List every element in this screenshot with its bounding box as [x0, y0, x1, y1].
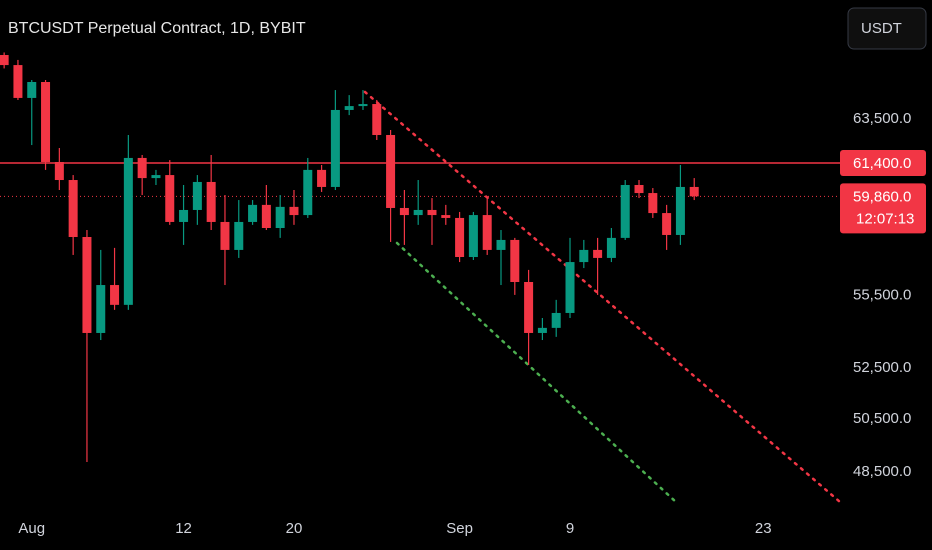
y-tick-label: 50,500.0 [853, 410, 911, 427]
candle-body [689, 186, 699, 197]
candle-body [662, 213, 672, 235]
y-tick-label: 55,500.0 [853, 286, 911, 303]
candle-body [386, 134, 396, 208]
candle-body [82, 236, 92, 333]
price-line-badge [840, 150, 926, 177]
candle-body [0, 55, 9, 66]
currency-button[interactable]: USDT [847, 7, 927, 50]
x-tick-label: 20 [286, 520, 303, 537]
candle-body [372, 104, 382, 135]
candle-body [510, 239, 520, 282]
candle-body [606, 237, 616, 258]
chart-title: BTCUSDT Perpetual Contract, 1D, BYBIT [8, 20, 306, 37]
candle-body [537, 327, 547, 333]
candle-body [96, 285, 106, 333]
candle-body [565, 262, 575, 313]
candle-body [482, 215, 492, 250]
trend-line-lower [395, 241, 679, 505]
candle-body [192, 181, 202, 210]
x-tick-label: Sep [446, 520, 473, 537]
candle-body [275, 206, 285, 228]
candle-body [648, 193, 658, 214]
candle-body [579, 249, 589, 263]
candle-body [330, 109, 340, 187]
trend-line-upper [363, 90, 842, 504]
candles [0, 52, 699, 463]
candle-body [165, 175, 175, 222]
y-tick-label: 63,500.0 [853, 110, 911, 127]
candle-body [551, 312, 561, 328]
candle-body [289, 206, 299, 216]
candle-body [41, 81, 51, 162]
candle-body [413, 209, 423, 216]
candle-body [358, 104, 368, 107]
countdown-label: 12:07:13 [856, 210, 914, 227]
candle-body [137, 157, 147, 179]
candle-body [151, 175, 161, 179]
last-price-badge [840, 183, 926, 234]
candle-body [455, 217, 465, 258]
candle-body [27, 81, 37, 98]
candle-body [675, 186, 685, 235]
candle-body [220, 221, 230, 250]
candle-body [496, 239, 506, 250]
candle-body [13, 65, 23, 98]
candle-body [54, 161, 64, 181]
x-tick-label: 9 [566, 520, 574, 537]
candle-body [68, 180, 78, 237]
candle-body [634, 184, 644, 194]
y-tick-label: 52,500.0 [853, 359, 911, 376]
button-label[interactable]: USDT [861, 20, 902, 37]
price-line-label: 61,400.0 [853, 155, 911, 172]
candle-body [234, 221, 244, 250]
candle-body [344, 106, 354, 110]
drawings [363, 90, 842, 505]
candle-body [206, 181, 216, 222]
candle-body [468, 215, 478, 258]
x-tick-label: Aug [18, 520, 45, 537]
button-frame[interactable] [847, 7, 927, 50]
candle-body [303, 169, 313, 216]
candle-body [248, 204, 258, 222]
candle-body [261, 204, 271, 228]
x-tick-label: 12 [175, 520, 192, 537]
candle-body [179, 209, 189, 222]
candle-body [593, 249, 603, 258]
candle-body [620, 184, 630, 238]
candle-body [441, 215, 451, 218]
candle-body [123, 157, 133, 305]
y-tick-label: 48,500.0 [853, 463, 911, 480]
candle-body [110, 285, 120, 305]
candle-body [317, 169, 327, 187]
candle-body [524, 281, 534, 333]
last-price-label: 59,860.0 [853, 188, 911, 205]
candle-body [399, 207, 409, 216]
candle-body [427, 209, 437, 216]
x-tick-label: 23 [755, 520, 772, 537]
